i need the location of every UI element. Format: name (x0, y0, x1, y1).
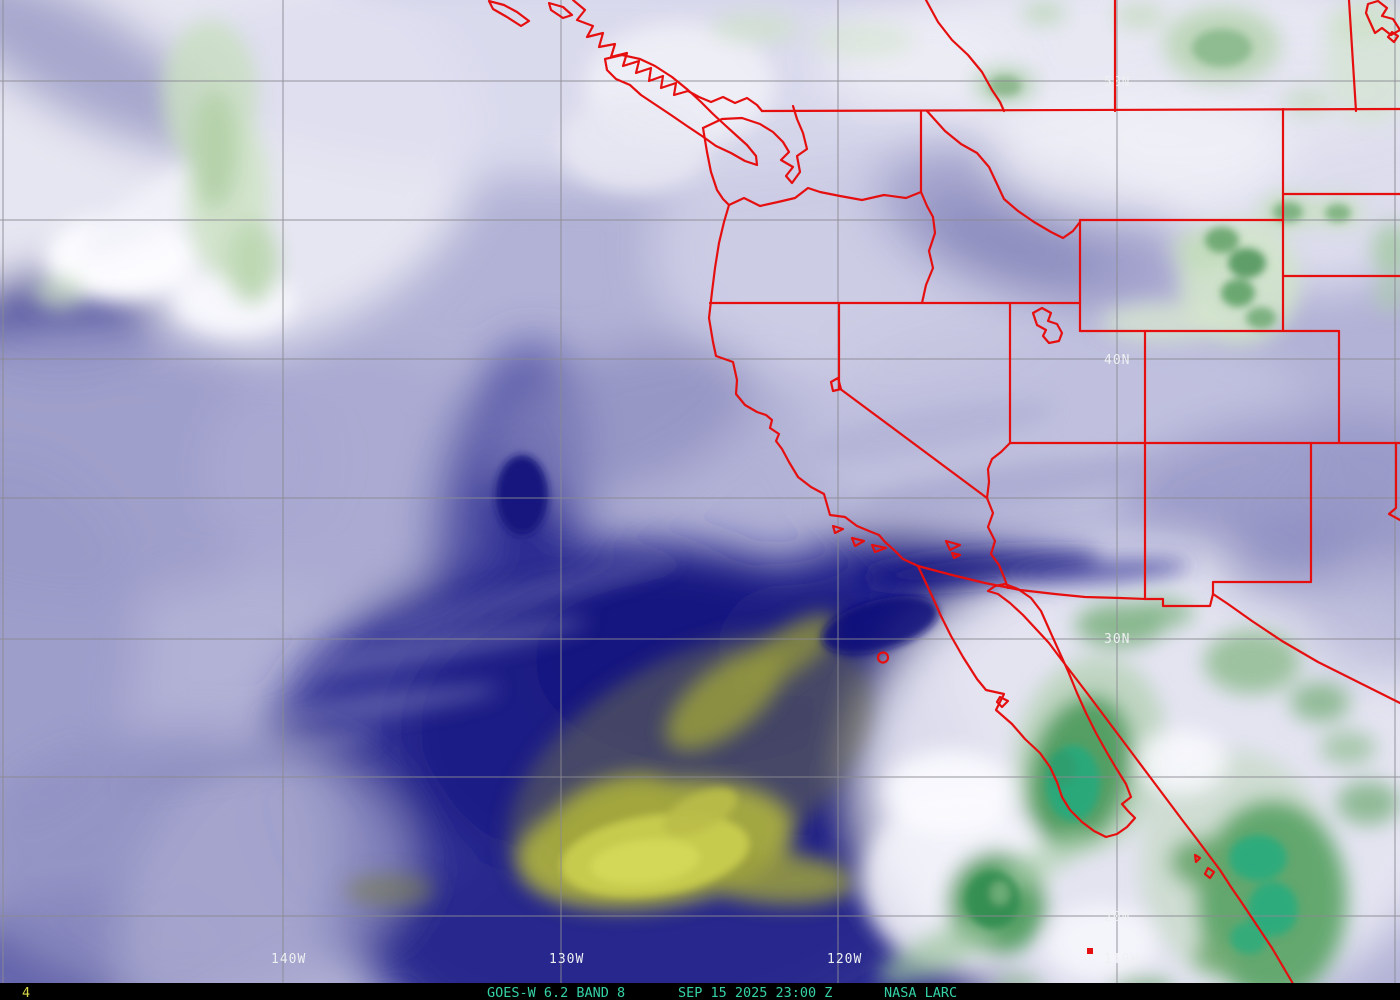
product-label: GOES-W 6.2 BAND 8 (487, 985, 625, 1000)
latitude-label: 20N (1104, 910, 1130, 925)
longitude-label: 130W (549, 952, 584, 967)
credit-label: NASA LARC (884, 985, 957, 1000)
border-ca-nv (837, 301, 989, 500)
map-borders (487, 0, 1400, 1000)
haida-gwaii-outline (487, 0, 574, 28)
status-bar: 4 GOES-W 6.2 BAND 8 SEP 15 2025 23:00 Z … (0, 983, 1400, 1000)
latitude-label: 40N (1104, 353, 1130, 368)
guadalupe-island-outline (876, 651, 890, 664)
coastline-bc-fjords (571, 0, 764, 113)
border-colorado-river (985, 441, 1012, 590)
socorro-island-marker (1087, 948, 1093, 954)
coastline-pacific-baja-mexico (701, 126, 1302, 1000)
vancouver-island-outline (603, 53, 759, 167)
graticule-labels: 140W 130W 120W 110W 50N 40N 30N 20N (271, 75, 1139, 967)
border-id-mt (925, 109, 1082, 240)
border-wa-or-columbia-river (727, 186, 923, 208)
border-tx-ok-100w (1387, 441, 1400, 522)
border-saskatchewan-manitoba (1347, 0, 1358, 113)
border-or-id-snake-river (919, 190, 937, 305)
longitude-label: 120W (827, 952, 862, 967)
border-us-mexico (916, 564, 1400, 705)
longitude-label: 140W (271, 952, 306, 967)
longitude-label: 110W (1104, 952, 1139, 967)
frame-number: 4 (22, 985, 30, 1000)
border-us-canada (760, 107, 1400, 113)
status-bar-background (0, 983, 1400, 1000)
manitoba-lakes-outline (1364, 0, 1400, 44)
great-salt-lake-outline (1031, 306, 1064, 345)
coastline-juan-de-fuca-puget (701, 104, 809, 185)
border-nm-tx (1211, 441, 1313, 596)
cedros-island-outline (995, 695, 1010, 709)
latitude-label: 50N (1104, 75, 1130, 90)
latitude-label: 30N (1104, 632, 1130, 647)
channel-islands-outline (831, 524, 962, 560)
lake-tahoe-outline (829, 376, 843, 393)
border-bc-alberta (924, 0, 1006, 113)
timestamp-label: SEP 15 2025 23:00 Z (678, 985, 832, 1000)
gulf-islands-outline (1193, 853, 1216, 880)
